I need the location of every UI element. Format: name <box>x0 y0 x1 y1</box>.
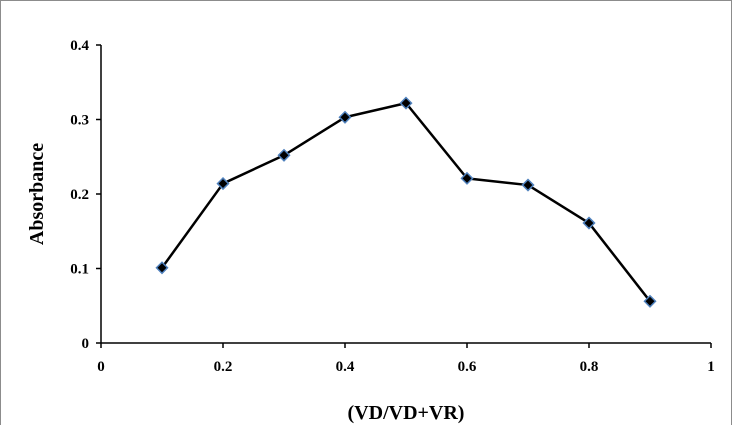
x-tick-label: 0.6 <box>458 359 477 375</box>
x-tick-label: 0.4 <box>336 359 355 375</box>
y-tick-label: 0.2 <box>70 187 89 203</box>
tick-labels: 0 0.1 0.2 0.3 0.4 0 0.2 0.4 0.6 0.8 1 <box>70 38 715 375</box>
data-point-marker <box>582 216 596 230</box>
data-point-marker <box>399 96 413 110</box>
data-point-marker <box>643 294 657 308</box>
y-tick-label: 0.3 <box>70 113 89 129</box>
y-tick-label: 0 <box>82 336 90 352</box>
x-tick-label: 0.2 <box>214 359 233 375</box>
data-point-marker <box>277 148 291 162</box>
x-tick-label: 0 <box>97 359 105 375</box>
x-axis-title: (VD/VD+VR) <box>348 402 465 424</box>
data-point-marker <box>521 178 535 192</box>
x-tick-label: 1 <box>707 359 715 375</box>
data-point-marker <box>338 110 352 124</box>
data-series <box>155 96 657 308</box>
data-point-marker <box>155 261 169 275</box>
x-tick-label: 0.8 <box>580 359 599 375</box>
data-point-marker <box>460 171 474 185</box>
y-tick-label: 0.1 <box>70 262 89 278</box>
data-point-marker <box>216 177 230 191</box>
y-tick-label: 0.4 <box>70 38 89 54</box>
y-axis-title: Absorbance <box>26 143 48 245</box>
series-line <box>160 101 651 303</box>
axes <box>96 44 712 348</box>
